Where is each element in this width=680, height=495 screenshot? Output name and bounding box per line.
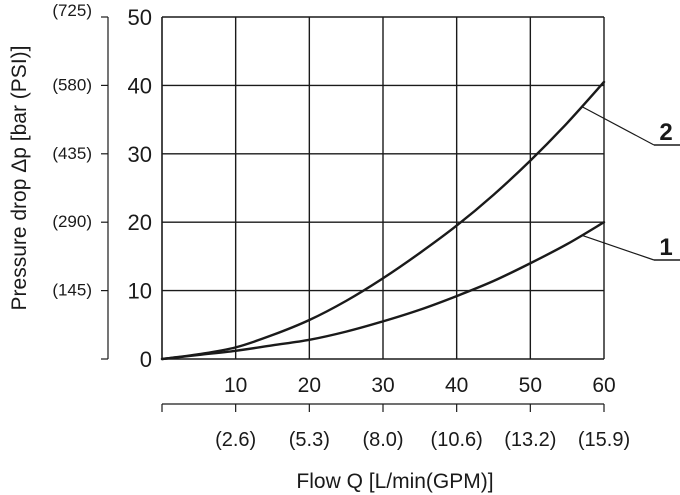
secondary-y-tick-label: (435)	[52, 144, 92, 163]
y-tick-label: 20	[128, 210, 152, 235]
secondary-y-tick-label: (145)	[52, 281, 92, 300]
tick-labels: 0 10 20 30 40 50 (145) (290) (435) (580) (725) 10 20…	[52, 1, 630, 451]
x-tick-label: 10	[224, 374, 247, 397]
secondary-x-tick-label: (8.0)	[362, 429, 403, 451]
series-1-label: 1	[659, 234, 672, 261]
series-1-leader-line	[581, 234, 655, 261]
series-curves	[160, 80, 606, 361]
secondary-x-tick-label: (15.9)	[578, 429, 630, 451]
y-tick-label: 50	[128, 5, 152, 30]
series-2-leader-line	[581, 106, 655, 146]
secondary-x-tick-label: (5.3)	[289, 429, 330, 451]
axes	[101, 16, 605, 412]
x-tick-label: 20	[298, 374, 321, 397]
secondary-y-tick-label: (725)	[52, 1, 92, 20]
y-tick-label: 10	[128, 279, 152, 304]
y-tick-label: 0	[140, 347, 152, 372]
x-tick-label: 50	[519, 374, 542, 397]
secondary-x-tick-label: (2.6)	[215, 429, 256, 451]
x-tick-label: 40	[445, 374, 468, 397]
x-tick-label: 60	[592, 374, 615, 397]
x-tick-label: 30	[371, 374, 394, 397]
y-axis-label: Pressure drop Δp [bar (PSI)]	[8, 46, 31, 311]
secondary-x-tick-label: (10.6)	[431, 429, 483, 451]
y-tick-label: 40	[128, 73, 152, 98]
y-tick-label: 30	[128, 142, 152, 167]
grid	[162, 16, 605, 359]
series-labels: 12	[581, 106, 680, 261]
x-axis-label: Flow Q [L/min(GPM)]	[296, 470, 493, 493]
secondary-y-tick-label: (290)	[52, 212, 92, 231]
secondary-y-tick-label: (580)	[52, 75, 92, 94]
secondary-x-tick-label: (13.2)	[504, 429, 556, 451]
series-2-curve	[160, 80, 606, 361]
series-2-label: 2	[659, 119, 672, 146]
series-1-curve	[160, 221, 606, 361]
